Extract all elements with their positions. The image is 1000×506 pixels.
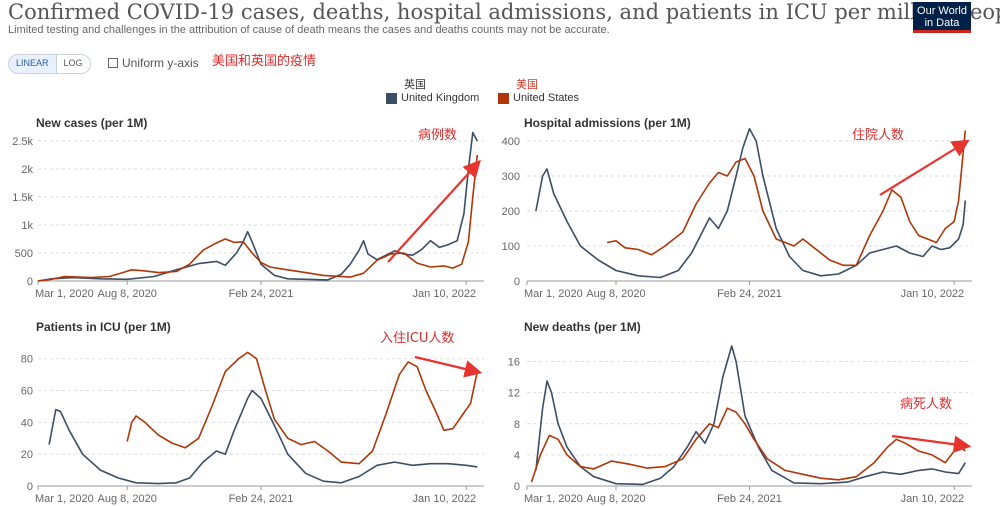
- panel-1-x-tick: Mar 1, 2020: [524, 288, 583, 300]
- panel-0-x-tick: Mar 1, 2020: [35, 288, 94, 300]
- panel-2-y-tick: 20: [21, 449, 33, 461]
- panel-3-series-uk: [535, 345, 966, 486]
- icu-annotation: 入住ICU人数: [380, 331, 455, 346]
- owid-logo[interactable]: Our World in Data: [913, 2, 971, 33]
- logo-line-2: in Data: [924, 17, 960, 29]
- legend-us-label: United States: [513, 92, 580, 104]
- chart-subtitle: Limited testing and challenges in the at…: [8, 24, 610, 36]
- panel-3-y-tick: 12: [508, 388, 520, 400]
- logo-line-1: Our World: [917, 5, 967, 17]
- panel-0-x-tick: Aug 8, 2020: [98, 288, 157, 300]
- legend-uk-swatch: [386, 92, 397, 104]
- page-annotation: 美国和英国的疫情: [212, 54, 317, 69]
- panel-2-y-tick: 60: [21, 386, 33, 398]
- panel-0-title: New cases (per 1M): [36, 116, 147, 130]
- panel-2-series-uk: [48, 389, 478, 485]
- legend-uk-cn-label: 英国: [404, 78, 426, 91]
- legend-uk-label: United Kingdom: [401, 92, 480, 104]
- panel-0-y-tick: 2.5k: [12, 136, 33, 148]
- chart-title: Confirmed COVID-19 cases, deaths, hospit…: [8, 0, 1000, 24]
- panel-2-x-tick: Feb 24, 2021: [229, 493, 294, 505]
- panel-1-x-tick: Feb 24, 2021: [717, 288, 782, 300]
- panel-3-x-tick: Mar 1, 2020: [524, 493, 583, 505]
- annotation-arrow-3: [891, 434, 972, 453]
- panel-2-y-tick: 0: [27, 481, 33, 493]
- panel-0-y-tick: 1k: [21, 220, 33, 232]
- legend-us[interactable]: 美国 United States: [498, 76, 579, 104]
- panel-1-series-us: [606, 130, 967, 267]
- panel-1-x-tick: Aug 8, 2020: [586, 288, 645, 300]
- panel-1-y-tick: 0: [514, 276, 520, 288]
- annotation-arrow-0: [387, 159, 481, 263]
- deaths-annotation: 病死人数: [900, 397, 953, 412]
- legend-us-cn-label: 美国: [516, 78, 538, 91]
- panel-3-title: New deaths (per 1M): [524, 320, 641, 334]
- panel-1-y-tick: 300: [502, 171, 520, 183]
- panel-1-y-tick: 400: [502, 136, 520, 148]
- legend-uk[interactable]: 英国 United Kingdom: [386, 76, 479, 104]
- panel-2-y-tick: 80: [21, 354, 33, 366]
- panel-3-y-tick: 8: [514, 419, 520, 431]
- panel-2-x-tick: Aug 8, 2020: [98, 493, 157, 505]
- scale-toggle[interactable]: LINEAR LOG: [8, 54, 91, 74]
- panel-0-series-us: [37, 154, 479, 282]
- annotation-arrow-2: [414, 355, 483, 378]
- panel-2-x-tick: Mar 1, 2020: [35, 493, 94, 505]
- panel-0-y-tick: 1.5k: [12, 192, 33, 204]
- panel-1-y-tick: 200: [502, 206, 520, 218]
- panel-2-title: Patients in ICU (per 1M): [36, 320, 171, 334]
- uniform-y-axis-toggle[interactable]: Uniform y-axis: [108, 56, 199, 70]
- hosp-annotation: 住院人数: [852, 128, 905, 143]
- panel-0-y-tick: 0: [27, 276, 33, 288]
- panel-2-y-tick: 40: [21, 417, 33, 429]
- panel-0-y-tick: 2k: [21, 164, 33, 176]
- legend-us-swatch: [498, 92, 509, 104]
- panel-3-y-tick: 0: [514, 481, 520, 493]
- linear-scale-button[interactable]: LINEAR: [9, 55, 57, 73]
- panel-3-x-tick: Feb 24, 2021: [717, 493, 782, 505]
- panel-0-y-tick: 500: [15, 248, 33, 260]
- panel-3-x-tick: Jan 10, 2022: [901, 493, 965, 505]
- panel-3-x-tick: Aug 8, 2020: [586, 493, 645, 505]
- panel-3-series-us: [530, 407, 966, 483]
- annotation-arrow-1: [879, 139, 970, 196]
- panel-2-series-us: [126, 351, 479, 465]
- panel-1-y-tick: 100: [502, 241, 520, 253]
- panel-0-x-tick: Jan 10, 2022: [413, 288, 477, 300]
- panel-1-series-uk: [535, 128, 967, 279]
- uniform-y-axis-label: Uniform y-axis: [122, 56, 199, 70]
- panel-0-x-tick: Feb 24, 2021: [229, 288, 294, 300]
- panel-1-title: Hospital admissions (per 1M): [524, 116, 691, 130]
- panel-2-x-tick: Jan 10, 2022: [413, 493, 477, 505]
- panel-3-y-tick: 16: [508, 357, 520, 369]
- panel-1-x-tick: Jan 10, 2022: [901, 288, 965, 300]
- log-scale-button[interactable]: LOG: [63, 58, 83, 68]
- uniform-y-axis-checkbox[interactable]: [108, 58, 118, 68]
- panel-3-y-tick: 4: [514, 450, 520, 462]
- cases-annotation: 病例数: [418, 128, 458, 143]
